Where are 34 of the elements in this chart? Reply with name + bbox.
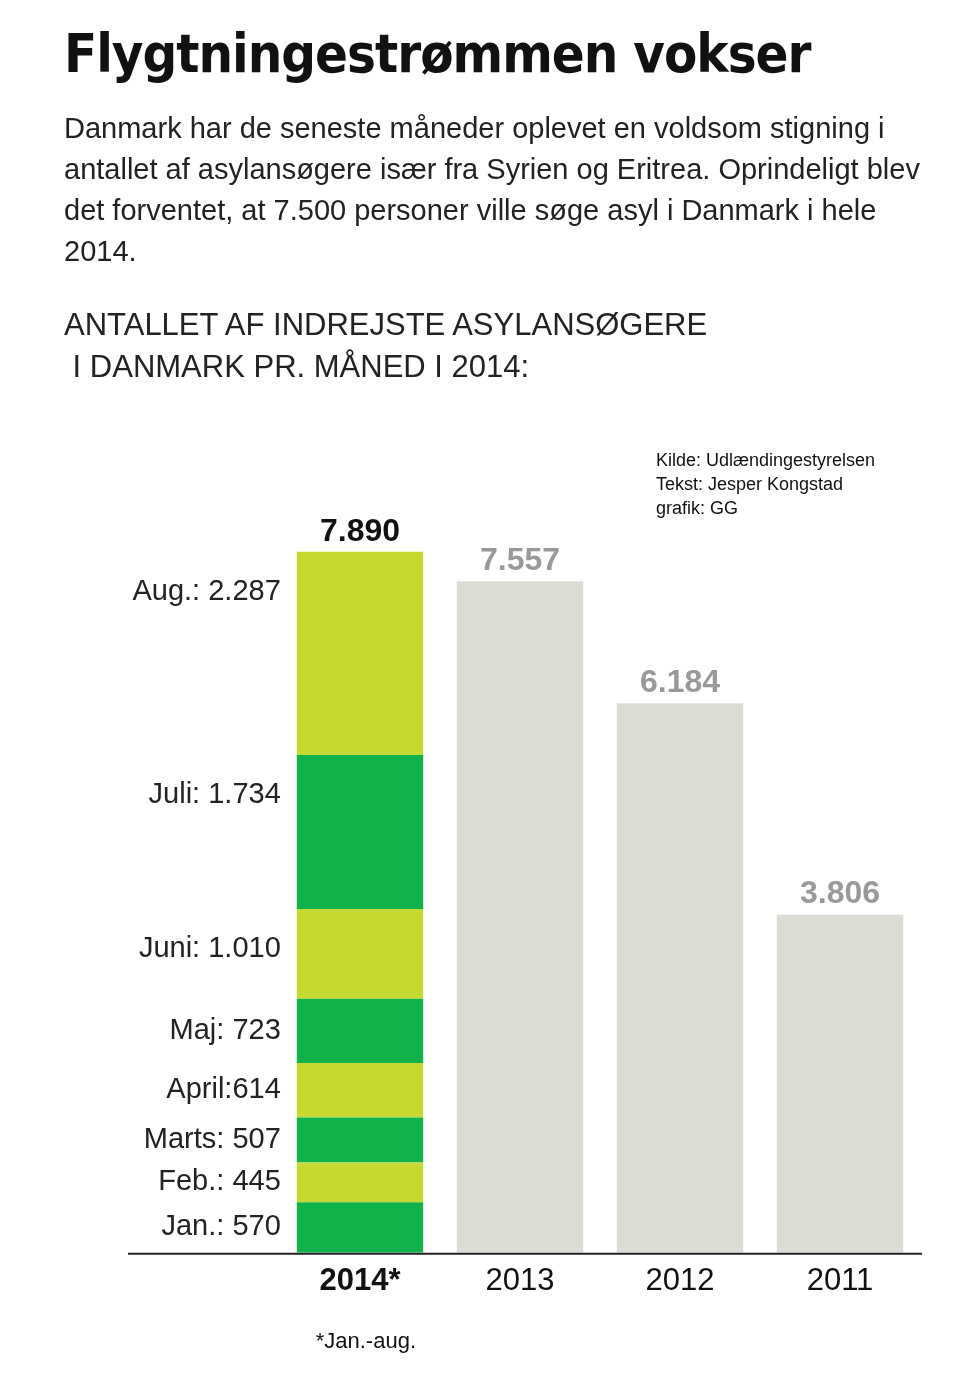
x-tick-label: 2014* [319,1261,402,1297]
bar [776,914,904,1253]
chart-subtitle: Danmark har de seneste måneder oplevet en voldsom stigning i antallet af asylansøgere især fra Syrien og Eritrea. Oprindeligt blev det forventet, at 7.500 personer ville søge asyl i Danmark i hele 2014. [64,111,921,269]
bar [296,909,424,999]
series-label: April:614 [166,1072,281,1105]
bar [296,998,424,1064]
series-label: Juni: 1.010 [138,931,281,964]
series-label: Feb.: 445 [158,1164,281,1197]
bar [296,551,424,755]
text: ANTALLET AF INDREJSTE ASYLANSØGERE I DANMARK PR. MÅNED I 2014: [64,306,708,386]
text: grafik: GG [656,497,740,520]
total-label: 7.890 [319,511,401,548]
series-label: Maj: 723 [169,1012,281,1045]
data-label: 7.557 [479,541,561,578]
chart-title: Flygtningestrømmen vokser [64,22,811,85]
series-label: Marts: 507 [143,1122,281,1155]
text: Kilde: Udlændingestyrelsen [656,449,876,472]
series-label: Juli: 1.734 [148,776,281,809]
data-label: 6.184 [639,663,721,700]
series-label: Aug.: 2.287 [132,573,281,606]
bar [456,581,584,1253]
series-label: Jan.: 570 [161,1209,281,1242]
text: Tekst: Jesper Kongstad [656,473,845,496]
bar [296,1117,424,1163]
bar [296,754,424,910]
x-tick-label: 2011 [806,1261,874,1297]
bar [616,703,744,1253]
bar [296,1063,424,1118]
bar [296,1202,424,1253]
data-label: 3.806 [799,874,881,911]
text: *Jan.-aug. [314,1328,416,1354]
x-tick-label: 2013 [485,1261,555,1297]
x-tick-label: 2012 [645,1261,715,1297]
bar [296,1162,424,1203]
